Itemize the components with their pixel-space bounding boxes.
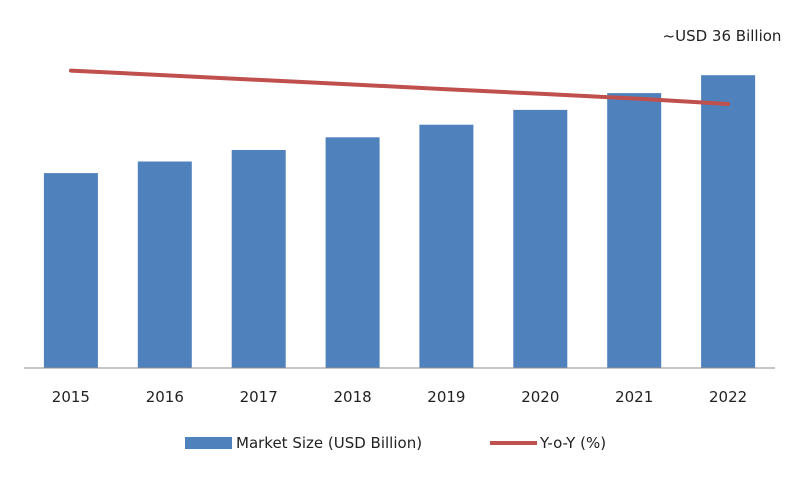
bar-2021 [607, 93, 662, 368]
x-tick-2021: 2021 [615, 388, 653, 406]
bar-2017 [231, 150, 286, 368]
x-tick-2016: 2016 [146, 388, 184, 406]
bar-2019 [419, 124, 474, 368]
bar-series [43, 75, 756, 369]
x-tick-labels: 2015 2016 2017 2018 2019 2020 2021 2022 [52, 388, 747, 406]
bar-2022 [701, 75, 756, 368]
x-tick-2020: 2020 [521, 388, 559, 406]
annotation-label: ~USD 36 Billion [663, 27, 782, 45]
x-tick-2022: 2022 [709, 388, 747, 406]
legend-swatch-market-size [185, 437, 232, 449]
bar-2018 [325, 137, 380, 368]
bar-2016 [137, 161, 192, 368]
bar-2015 [43, 173, 98, 368]
yoy-line [68, 68, 731, 106]
x-tick-2018: 2018 [334, 388, 372, 406]
legend: Market Size (USD Billion) Y-o-Y (%) [185, 434, 606, 452]
x-tick-2015: 2015 [52, 388, 90, 406]
bar-2020 [513, 109, 568, 369]
x-tick-2019: 2019 [427, 388, 465, 406]
x-tick-2017: 2017 [240, 388, 278, 406]
legend-label-yoy: Y-o-Y (%) [539, 434, 606, 452]
legend-label-market-size: Market Size (USD Billion) [236, 434, 422, 452]
